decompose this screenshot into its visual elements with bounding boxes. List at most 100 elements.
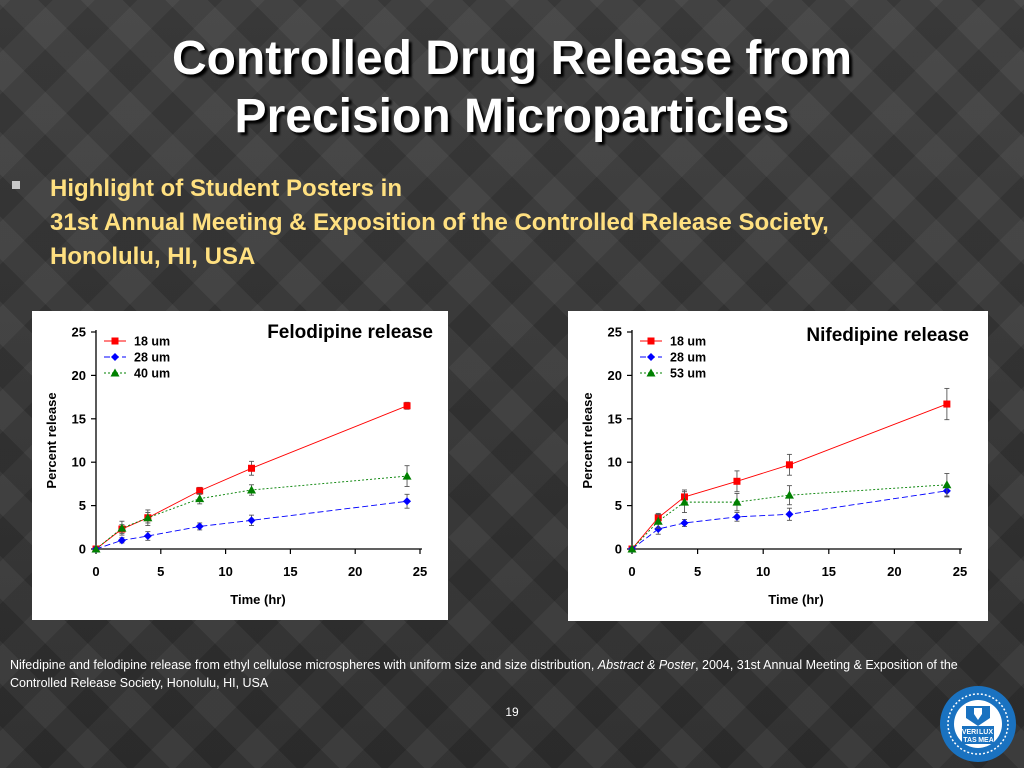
marker-diamond <box>403 497 412 506</box>
legend-entry: 18 um <box>104 335 170 349</box>
x-tick-label: 20 <box>348 564 362 579</box>
marker-square <box>248 464 256 472</box>
marker-diamond <box>654 525 663 534</box>
legend-label: 40 um <box>134 367 170 381</box>
x-tick-label: 15 <box>822 564 836 579</box>
marker-square <box>111 337 119 345</box>
bullet-line-1: Highlight of Student Posters in <box>50 175 402 202</box>
y-tick-label: 25 <box>72 325 86 340</box>
x-tick-label: 25 <box>413 564 427 579</box>
y-tick-label: 0 <box>615 542 622 557</box>
series-18-um <box>92 401 411 553</box>
marker-triangle <box>627 544 637 553</box>
x-tick-label: 0 <box>628 564 635 579</box>
series-line <box>631 484 947 550</box>
x-tick-label: 5 <box>157 564 164 579</box>
legend-entry: 40 um <box>104 367 170 381</box>
marker-square <box>196 487 204 495</box>
y-tick-label: 20 <box>72 368 86 383</box>
x-tick-label: 0 <box>92 564 99 579</box>
y-tick-label: 10 <box>608 455 622 470</box>
chart-title: Felodipine release <box>267 322 433 343</box>
y-tick-label: 0 <box>79 542 86 557</box>
marker-triangle <box>942 480 952 489</box>
marker-diamond <box>647 353 655 361</box>
marker-diamond <box>111 353 119 361</box>
logo-text-3: TAS <box>963 737 977 744</box>
bullet-square-icon <box>12 181 20 189</box>
marker-square <box>733 477 741 485</box>
felodipine-chart: 0 5 10 15 20 25 0 5 10 15 20 25 Time (hr) Percent rel… <box>32 311 448 620</box>
bullet-line-3: Honolulu, HI, USA <box>50 243 256 270</box>
bullet-line-2: 31st Annual Meeting & Exposition of the … <box>50 209 829 236</box>
logo-text-1: VERI <box>962 729 978 736</box>
nifedipine-chart: 0 5 10 15 20 25 0 5 10 15 20 25 Time (hr) Percent rel… <box>568 311 988 621</box>
marker-triangle <box>195 494 205 503</box>
figure-caption: Nifedipine and felodipine release from e… <box>10 656 1000 692</box>
legend-label: 28 um <box>670 351 706 365</box>
marker-diamond <box>117 536 126 545</box>
y-tick-label: 20 <box>608 368 622 383</box>
nifedipine-chart-svg: 0 5 10 15 20 25 0 5 10 15 20 25 Time (hr) Percent rel… <box>580 325 969 608</box>
marker-diamond <box>785 510 794 519</box>
series-18-um <box>628 387 951 553</box>
legend-label: 18 um <box>134 335 170 349</box>
marker-square <box>785 461 793 469</box>
marker-triangle <box>784 490 794 499</box>
title-line-2: Precision Microparticles <box>234 90 790 143</box>
series-line <box>95 500 408 550</box>
marker-diamond <box>247 516 256 525</box>
marker-triangle <box>679 497 689 506</box>
marker-triangle <box>143 513 153 522</box>
legend-label: 18 um <box>670 335 706 349</box>
slide-title: Controlled Drug Release from Precision M… <box>0 30 1024 146</box>
bullet-text: Highlight of Student Posters in 31st Ann… <box>50 172 1010 274</box>
x-axis-label: Time (hr) <box>230 592 285 607</box>
y-tick-label: 5 <box>79 498 86 513</box>
x-tick-label: 25 <box>953 564 967 579</box>
x-tick-label: 10 <box>218 564 232 579</box>
y-tick-label: 15 <box>72 411 86 426</box>
marker-diamond <box>732 512 741 521</box>
marker-triangle <box>732 497 742 506</box>
y-tick-label: 10 <box>72 455 86 470</box>
caption-text-2: , 2004, 31st Annual Meeting & Exposition… <box>10 658 958 690</box>
series-53-um <box>627 473 952 553</box>
marker-square <box>403 402 411 410</box>
marker-triangle <box>91 544 101 553</box>
series-line <box>631 490 947 550</box>
title-line-1: Controlled Drug Release from <box>171 32 853 85</box>
y-tick-label: 15 <box>608 411 622 426</box>
marker-diamond <box>143 531 152 540</box>
legend-entry: 28 um <box>104 351 170 365</box>
felodipine-chart-svg: 0 5 10 15 20 25 0 5 10 15 20 25 Time (hr) Percent rel… <box>44 322 433 607</box>
marker-triangle <box>110 368 120 377</box>
marker-triangle <box>653 516 663 525</box>
series-line <box>95 405 408 550</box>
series-40-um <box>91 465 412 553</box>
series-line <box>631 403 948 550</box>
x-tick-label: 5 <box>694 564 701 579</box>
y-axis-label: Percent release <box>44 392 59 488</box>
marker-triangle <box>247 485 257 494</box>
x-axis-label: Time (hr) <box>768 592 823 607</box>
legend-entry: 28 um <box>640 351 706 365</box>
x-tick-label: 20 <box>887 564 901 579</box>
y-tick-label: 5 <box>615 498 622 513</box>
series-28-um <box>92 493 412 553</box>
marker-square <box>943 400 951 408</box>
y-axis-label: Percent release <box>580 392 595 488</box>
marker-triangle <box>646 368 656 377</box>
page-number: 19 <box>505 705 519 719</box>
y-tick-label: 25 <box>608 325 622 340</box>
logo-text-2: LUX <box>979 729 993 736</box>
chart-title: Nifedipine release <box>806 325 969 346</box>
university-seal-logo: VERI LUX TAS MEA <box>940 686 1016 762</box>
legend-entry: 53 um <box>640 367 706 381</box>
x-tick-label: 10 <box>756 564 770 579</box>
legend-label: 53 um <box>670 367 706 381</box>
caption-text-1: Nifedipine and felodipine release from e… <box>10 658 598 672</box>
marker-diamond <box>195 522 204 531</box>
caption-italic: Abstract & Poster <box>597 658 696 672</box>
marker-diamond <box>680 518 689 527</box>
